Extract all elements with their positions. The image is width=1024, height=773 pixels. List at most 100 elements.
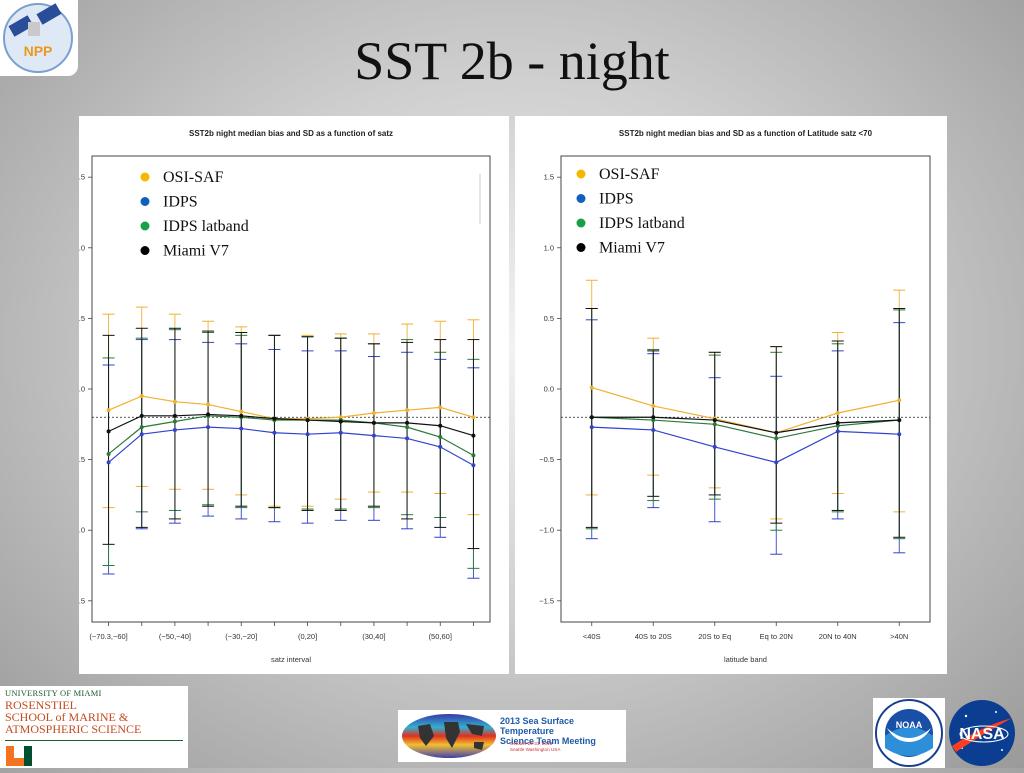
noaa-logo-text: NOAA: [896, 720, 923, 730]
data-point: [139, 413, 144, 418]
series-line: [591, 416, 900, 434]
noaa-logo: NOAA: [873, 698, 945, 768]
data-point: [835, 423, 840, 428]
chart-panel-satz: SST2b night median bias and SD as a func…: [79, 116, 509, 674]
data-point: [897, 398, 902, 403]
um-line2: ROSENSTIEL: [5, 698, 77, 712]
data-point: [712, 422, 717, 427]
y-tick-label: −1.5: [539, 596, 554, 605]
data-point: [139, 425, 144, 430]
data-point: [774, 460, 779, 465]
legend-marker: [576, 169, 586, 179]
data-point: [651, 418, 656, 423]
npp-logo: NPP: [0, 0, 78, 76]
data-point: [438, 405, 443, 410]
um-u-logo-icon: [6, 746, 32, 766]
um-line1: UNIVERSITY OF MIAMI: [5, 688, 102, 698]
data-point: [371, 420, 376, 425]
legend-entry: IDPS latband: [163, 218, 249, 235]
data-point: [897, 418, 902, 423]
um-line3: SCHOOL of MARINE &: [5, 710, 129, 724]
legend-entry: IDPS: [163, 194, 198, 211]
data-point: [712, 418, 717, 423]
series-line: [591, 387, 900, 434]
legend-marker: [140, 197, 150, 206]
data-point: [239, 409, 244, 414]
data-point: [589, 415, 594, 420]
sst-globe-map-icon: [402, 714, 496, 758]
legend-marker: [140, 172, 150, 182]
x-tick-label: (−70.3,−60]: [89, 632, 127, 641]
data-point: [338, 415, 343, 420]
y-tick-label: 1.5: [79, 173, 85, 182]
y-tick-label: 0.5: [79, 314, 85, 323]
legend-marker: [576, 194, 586, 203]
data-point: [338, 419, 343, 424]
meeting-line1: 2013 Sea Surface Temperature: [500, 716, 575, 736]
data-point: [405, 436, 410, 441]
legend-entry: IDPS: [599, 191, 634, 208]
data-point: [471, 433, 476, 438]
x-tick-label: (50,60]: [429, 632, 452, 641]
university-of-miami-logo: UNIVERSITY OF MIAMI ROSENSTIEL SCHOOL of…: [0, 686, 188, 768]
legend-entry: Miami V7: [599, 240, 665, 257]
x-tick-label: (30,40]: [362, 632, 385, 641]
data-point: [172, 413, 177, 418]
data-point: [774, 436, 779, 441]
meeting-line4: Seattle Washington USA: [510, 746, 561, 752]
data-point: [438, 423, 443, 428]
data-point: [139, 432, 144, 437]
data-point: [206, 412, 211, 417]
data-point: [239, 426, 244, 431]
x-tick-label: 20S to Eq: [698, 632, 731, 641]
data-point: [651, 403, 656, 408]
y-tick-label: 0.5: [544, 314, 554, 323]
um-rule: [5, 740, 183, 741]
data-point: [371, 411, 376, 416]
data-point: [835, 411, 840, 416]
data-point: [835, 420, 840, 425]
series-line: [108, 426, 474, 466]
legend-entry: IDPS latband: [599, 215, 685, 232]
nasa-logo: NASA: [946, 698, 1018, 768]
y-tick-label: −1.0: [539, 526, 554, 535]
x-tick-label: 20N to 40N: [819, 632, 857, 641]
data-point: [471, 463, 476, 468]
data-point: [405, 425, 410, 430]
data-point: [272, 430, 277, 435]
legend-entry: OSI-SAF: [599, 166, 660, 183]
legend-entry: OSI-SAF: [163, 169, 224, 186]
data-point: [651, 415, 656, 420]
meeting-line2: Science Team Meeting: [500, 736, 596, 746]
data-point: [405, 408, 410, 413]
data-point: [206, 425, 211, 430]
x-tick-label: <40S: [583, 632, 601, 641]
data-point: [305, 432, 310, 437]
chart-title: SST2b night median bias and SD as a func…: [189, 129, 393, 138]
meeting-banner: 2013 Sea Surface Temperature Science Tea…: [398, 710, 626, 762]
data-point: [305, 418, 310, 423]
um-school-name: ROSENSTIEL SCHOOL of MARINE & ATMOSPHERI…: [5, 699, 185, 735]
y-tick-label: 1.0: [544, 243, 554, 252]
data-point: [712, 444, 717, 449]
y-tick-label: −1.5: [79, 596, 85, 605]
plot-frame: [91, 155, 491, 623]
y-tick-label: 0.0: [544, 385, 554, 394]
y-tick-label: −0.5: [539, 455, 554, 464]
data-point: [471, 415, 476, 420]
x-tick-label: >40N: [890, 632, 908, 641]
y-tick-label: −0.5: [79, 455, 85, 464]
chart-satz: SST2b night median bias and SD as a func…: [79, 129, 491, 664]
data-point: [651, 427, 656, 432]
data-point: [835, 429, 840, 434]
x-tick-label: (−50,−40]: [159, 632, 191, 641]
data-point: [471, 453, 476, 458]
data-point: [438, 444, 443, 449]
legend-marker: [576, 243, 586, 252]
series-line: [108, 415, 474, 456]
legend-entry: Miami V7: [163, 243, 229, 260]
data-point: [139, 394, 144, 399]
x-tick-label: 40S to 20S: [635, 632, 672, 641]
data-point: [438, 435, 443, 440]
series-line: [591, 426, 900, 464]
